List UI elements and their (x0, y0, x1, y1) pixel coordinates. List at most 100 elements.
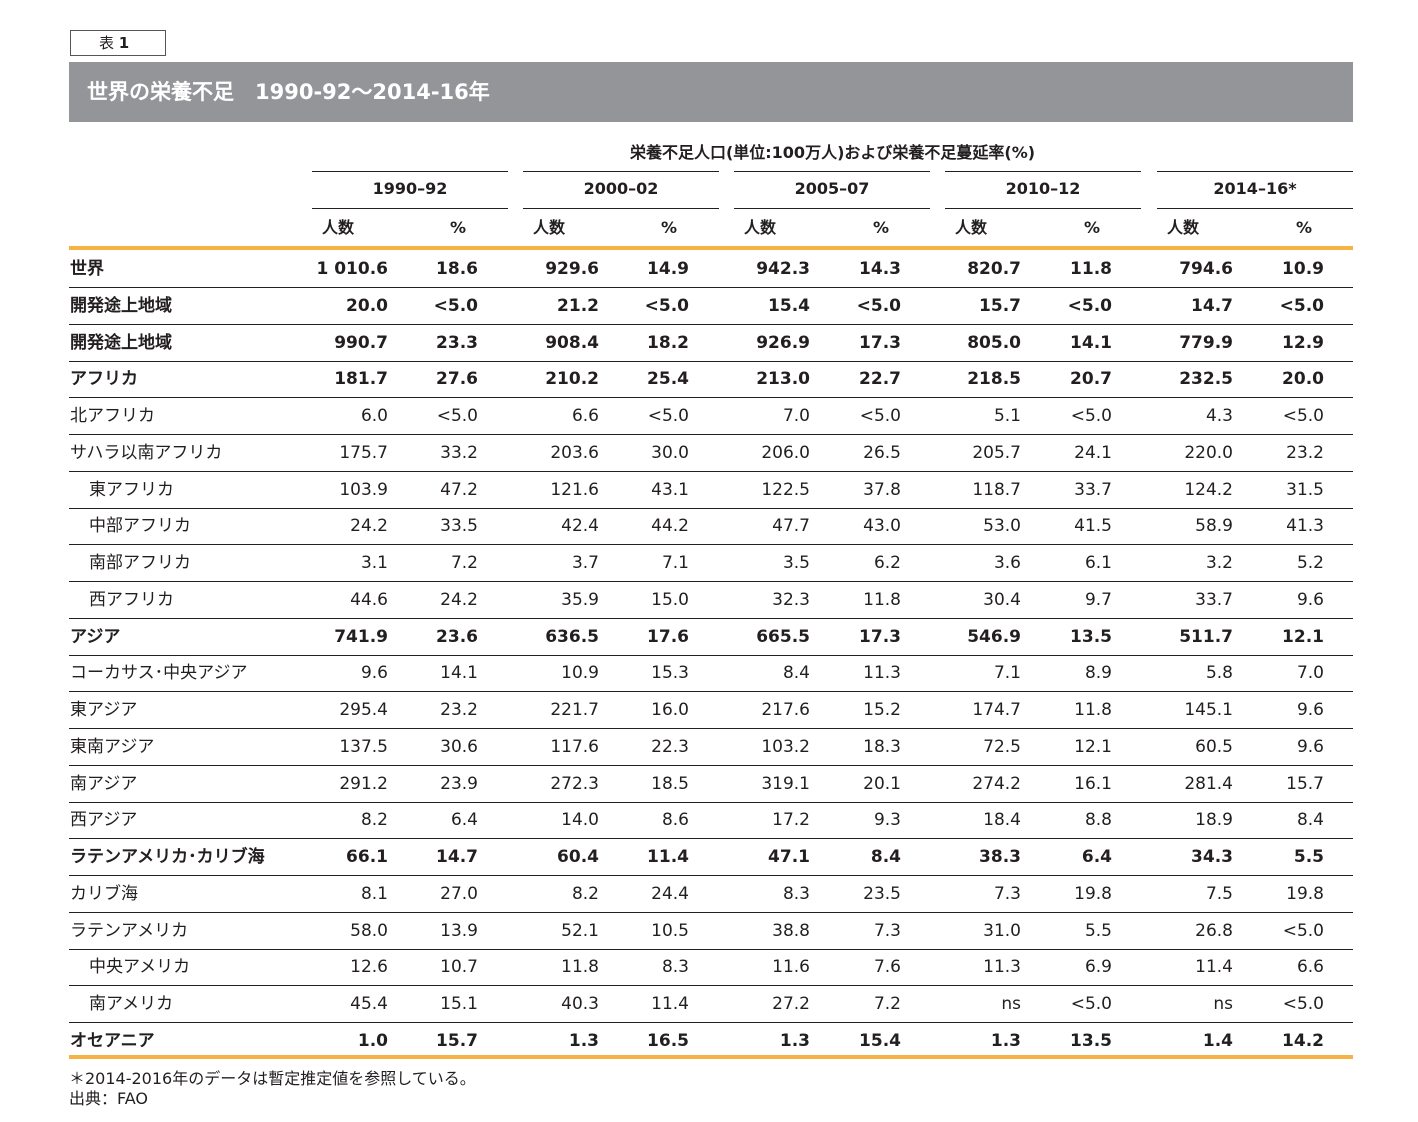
count-cell: 24.2 (350, 516, 388, 537)
percent-cell: 18.5 (651, 773, 689, 794)
percent-cell: 33.7 (1074, 479, 1112, 500)
percent-cell: <5.0 (1279, 295, 1324, 316)
region-label: ラテンアメリカ･カリブ海 (70, 847, 265, 867)
count-cell: 44.6 (350, 589, 388, 610)
percent-cell: 20.1 (863, 773, 901, 794)
column-super-header: 栄養不足人口(単位:100万人)および栄養不足蔓延率(%) (629, 143, 1036, 162)
percent-cell: <5.0 (644, 295, 689, 316)
count-cell: 217.6 (761, 700, 810, 720)
percent-subheader: % (1295, 218, 1313, 237)
percent-cell: 20.7 (1070, 369, 1112, 390)
percent-cell: 24.2 (440, 589, 478, 610)
count-cell: 18.4 (983, 810, 1021, 831)
count-cell: 124.2 (1184, 479, 1233, 500)
count-cell: 117.6 (550, 736, 599, 757)
count-cell: 1 010.6 (316, 259, 388, 279)
percent-cell: 24.1 (1074, 442, 1112, 463)
percent-cell: 11.8 (1074, 700, 1112, 720)
count-cell: 60.5 (1195, 736, 1233, 757)
count-cell: 319.1 (761, 773, 810, 794)
count-cell: 820.7 (967, 259, 1021, 279)
table-tag-number: 1 (118, 34, 130, 52)
count-cell: 779.9 (1179, 332, 1233, 353)
count-subheader: 人数 (1166, 218, 1199, 237)
percent-cell: 47.2 (440, 479, 478, 500)
count-cell: 8.4 (782, 663, 810, 684)
count-cell: 8.3 (782, 883, 810, 904)
percent-cell: 44.2 (651, 516, 689, 537)
count-cell: 121.6 (550, 479, 599, 500)
percent-cell: 41.5 (1074, 516, 1112, 537)
table-row: カリブ海 8.1 27.0 8.2 24.4 8.3 23.5 7.3 19.8 7.5 19.8 (69, 876, 1353, 913)
region-label: 南アメリカ (89, 994, 174, 1014)
count-cell: 14.7 (1191, 295, 1233, 316)
count-cell: 218.5 (967, 369, 1021, 390)
percent-cell: 17.3 (859, 332, 901, 353)
count-cell: 636.5 (545, 626, 599, 647)
count-cell: 1.4 (1202, 1030, 1233, 1051)
percent-cell: 6.6 (1296, 957, 1324, 978)
region-label: 世界 (70, 259, 104, 279)
count-cell: 58.9 (1195, 516, 1233, 537)
percent-cell: 27.0 (440, 883, 478, 904)
count-cell: 6.6 (571, 406, 599, 426)
table-row: アジア 741.9 23.6 636.5 17.6 665.5 17.3 546.9 13.5 5… (69, 619, 1353, 656)
count-cell: 38.3 (979, 847, 1021, 867)
count-cell: 3.6 (993, 553, 1021, 573)
percent-cell: <5.0 (1070, 406, 1112, 426)
percent-cell: 19.8 (1286, 883, 1324, 904)
region-label: 南アジア (70, 773, 138, 794)
count-cell: 665.5 (756, 626, 810, 647)
percent-cell: 23.9 (440, 773, 478, 794)
percent-cell: 11.3 (863, 663, 901, 684)
period-header: 2005–07 (734, 171, 930, 209)
percent-cell: 15.2 (863, 700, 901, 720)
percent-cell: 37.8 (863, 479, 901, 500)
count-cell: 9.6 (360, 663, 388, 684)
count-cell: 5.8 (1205, 663, 1233, 684)
percent-subheader: % (872, 218, 890, 237)
count-cell: 942.3 (756, 259, 810, 279)
region-label: オセアニア (70, 1030, 155, 1051)
percent-cell: 14.3 (859, 259, 901, 279)
count-cell: 3.1 (360, 553, 388, 573)
percent-cell: 5.2 (1296, 553, 1324, 573)
period-label: 1990–92 (372, 179, 448, 198)
percent-cell: <5.0 (1282, 406, 1324, 426)
percent-cell: 11.8 (863, 589, 901, 610)
percent-cell: 30.0 (651, 442, 689, 463)
percent-cell: 31.5 (1286, 479, 1324, 500)
count-cell: 272.3 (550, 773, 599, 794)
count-cell: 12.6 (350, 957, 388, 978)
count-cell: 35.9 (561, 589, 599, 610)
percent-cell: 11.4 (651, 994, 689, 1014)
count-cell: 15.7 (979, 295, 1021, 316)
count-cell: 118.7 (972, 479, 1021, 500)
count-cell: 60.4 (557, 847, 599, 867)
count-cell: 58.0 (350, 920, 388, 941)
percent-cell: 6.4 (1081, 847, 1112, 867)
count-cell: 1.0 (357, 1030, 388, 1051)
percent-cell: 7.1 (661, 553, 689, 573)
count-cell: 511.7 (1179, 626, 1233, 647)
percent-subheader: % (1083, 218, 1101, 237)
count-subheader: 人数 (321, 218, 354, 237)
table-row: 東南アジア 137.5 30.6 117.6 22.3 103.2 18.3 72.5 12.1… (69, 729, 1353, 766)
percent-cell: 12.1 (1074, 736, 1112, 757)
region-label: 東南アジア (70, 736, 155, 757)
percent-cell: 17.3 (859, 626, 901, 647)
percent-cell: 10.7 (440, 957, 478, 978)
table-row: アフリカ 181.7 27.6 210.2 25.4 213.0 22.7 218.5 20.7… (69, 361, 1353, 399)
percent-cell: <5.0 (859, 406, 901, 426)
percent-cell: 15.7 (436, 1030, 478, 1051)
percent-cell: 15.0 (651, 589, 689, 610)
percent-cell: 8.6 (661, 810, 689, 831)
percent-cell: <5.0 (433, 295, 478, 316)
percent-cell: 7.6 (873, 957, 901, 978)
percent-cell: 16.5 (647, 1030, 689, 1051)
period-label: 2000–02 (583, 179, 659, 198)
count-cell: 7.1 (993, 663, 1021, 684)
percent-cell: 22.3 (651, 736, 689, 757)
count-cell: 32.3 (772, 589, 810, 610)
percent-cell: 13.9 (440, 920, 478, 941)
